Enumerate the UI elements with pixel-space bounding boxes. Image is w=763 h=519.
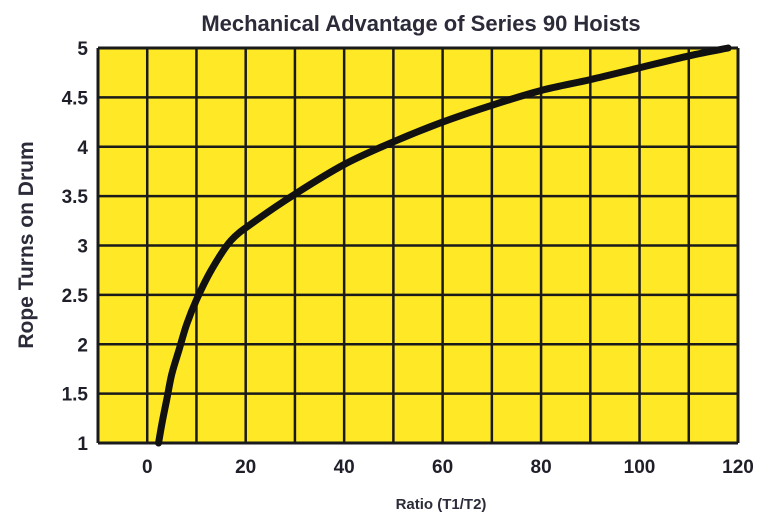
- x-tick-label: 60: [432, 457, 453, 478]
- tick-labels: 0 20 40 60 80 100 120 1 1.5 2 2.5 3 3.5 4 4.5 5: [62, 39, 754, 478]
- chart-title: Mechanical Advantage of Series 90 Hoists: [201, 11, 640, 36]
- series-line: [155, 44, 732, 447]
- x-axis-label: Ratio (T1/T2): [396, 496, 487, 513]
- y-tick-label: 2: [77, 335, 88, 356]
- y-tick-label: 3: [77, 237, 88, 258]
- x-tick-label: 20: [235, 457, 256, 478]
- y-tick-label: 5: [77, 39, 88, 60]
- y-axis-label: Rope Turns on Drum: [15, 141, 38, 348]
- x-tick-label: 80: [531, 457, 552, 478]
- x-tick-label: 40: [334, 457, 355, 478]
- x-tick-label: 120: [722, 457, 754, 478]
- y-tick-label: 4.5: [62, 88, 89, 109]
- y-tick-label: 4: [77, 138, 88, 159]
- x-tick-label: 100: [624, 457, 656, 478]
- y-tick-label: 1.5: [62, 385, 89, 406]
- y-tick-label: 2.5: [62, 286, 89, 307]
- y-tick-label: 1: [77, 434, 88, 455]
- x-tick-label: 0: [142, 457, 153, 478]
- grid: [96, 46, 740, 445]
- y-tick-label: 3.5: [62, 187, 89, 208]
